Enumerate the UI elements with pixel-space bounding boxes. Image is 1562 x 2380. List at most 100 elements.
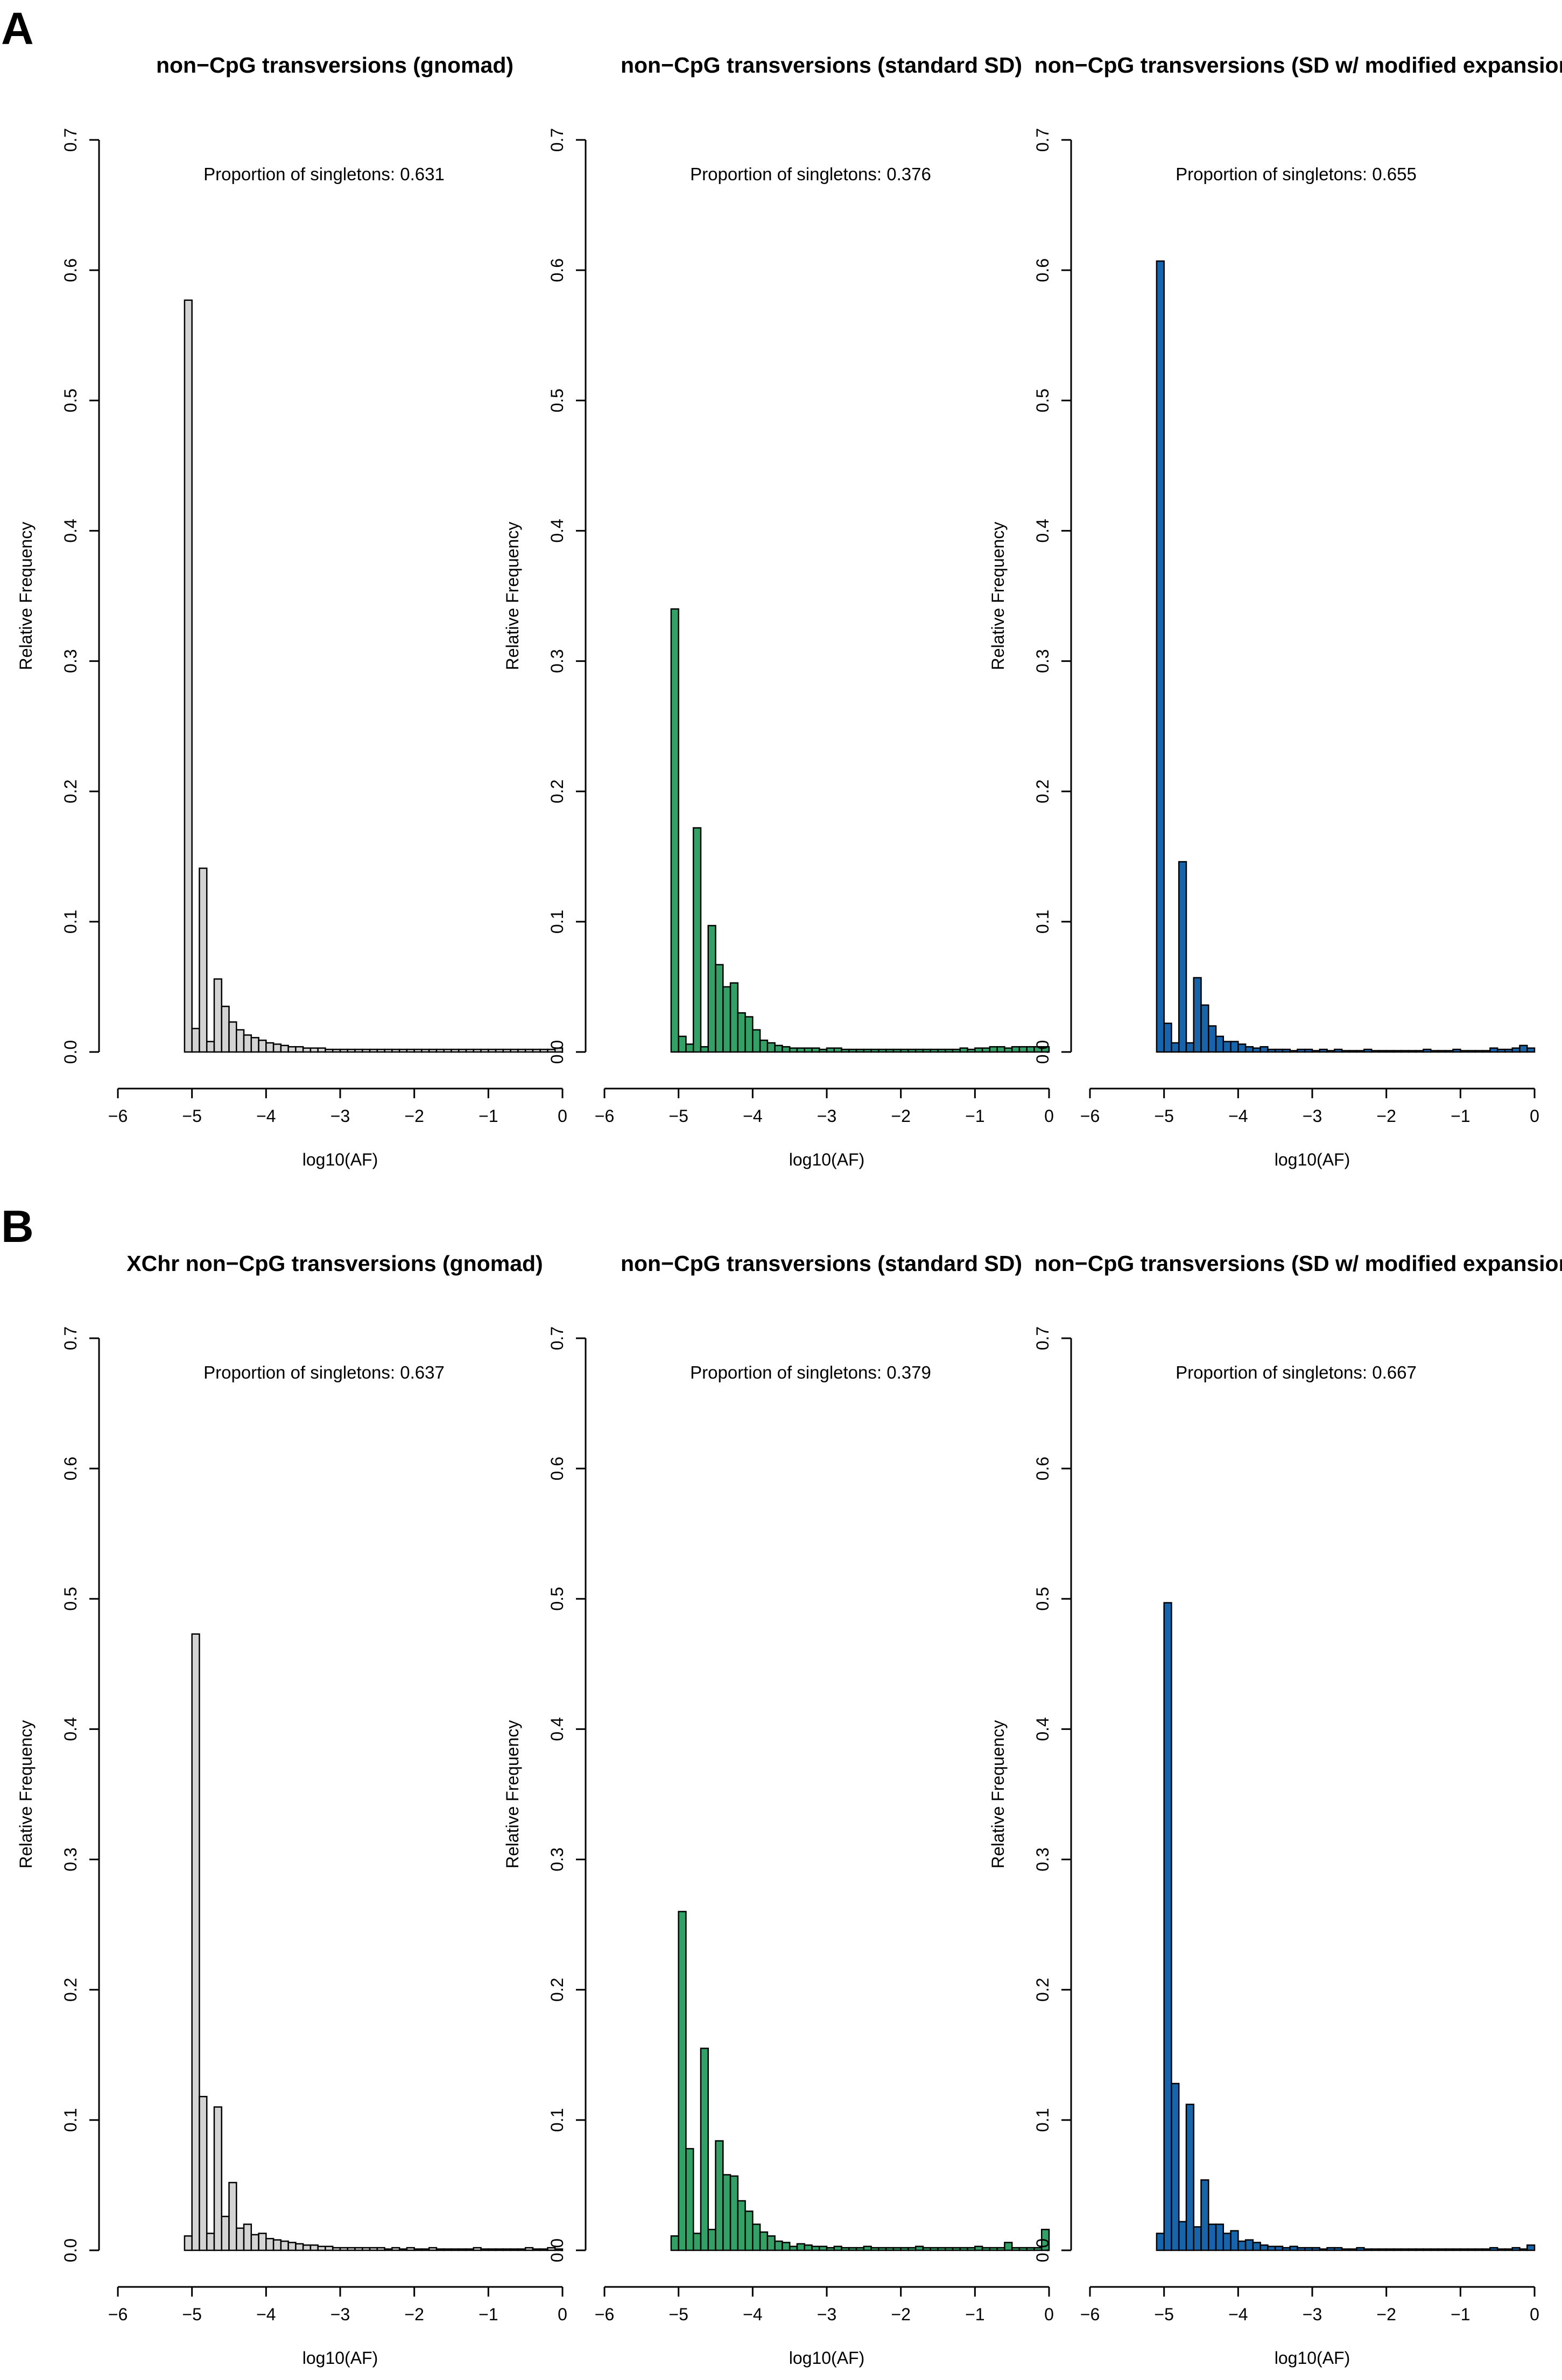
histogram-bar — [818, 1048, 828, 1053]
histogram-bar — [670, 608, 679, 1053]
histogram-bar — [796, 1047, 805, 1053]
chart-title: XChr non−CpG transversions (gnomad) — [126, 1251, 543, 1276]
histogram-bar — [295, 2243, 304, 2251]
histogram-bar — [1282, 1048, 1291, 1053]
chart-title: non−CpG transversions (gnomad) — [156, 53, 513, 77]
x-axis-label: log10(AF) — [1275, 2348, 1350, 2368]
histogram-bar — [1178, 2221, 1187, 2251]
histogram-a-1: non−CpG transversions (gnomad) Proportion… — [16, 53, 567, 1169]
y-tick-label: 0.7 — [547, 1326, 567, 1350]
histogram-bar — [1445, 1050, 1454, 1053]
histogram-bar — [729, 2175, 739, 2251]
histogram-bar — [369, 1048, 378, 1053]
histogram-bar — [428, 1048, 438, 1053]
x-tick-label: 0 — [1530, 1106, 1539, 1126]
histogram-bar — [1511, 1047, 1521, 1053]
x-tick-label: −3 — [330, 2305, 350, 2324]
histogram-bar — [347, 2247, 356, 2251]
x-tick-label: 0 — [558, 2305, 567, 2324]
histogram-bar — [406, 1048, 415, 1053]
histogram-bar — [250, 1037, 259, 1053]
histogram-bar — [1244, 2239, 1254, 2251]
histogram-bar — [488, 2248, 497, 2251]
histogram-bar — [870, 1048, 879, 1053]
x-tick-label: −5 — [669, 1106, 688, 1126]
histogram-bar — [272, 2239, 282, 2251]
histogram-bar — [974, 1047, 983, 1053]
x-tick-label: −6 — [108, 1106, 128, 1126]
histogram-bar — [391, 1048, 400, 1053]
histogram-bar — [996, 1046, 1005, 1053]
histogram-bar — [1011, 1046, 1021, 1053]
histogram-bar — [243, 1034, 252, 1053]
singleton-proportion: Proportion of singletons: 0.379 — [690, 1362, 931, 1382]
histogram-bar — [1430, 1050, 1439, 1053]
histogram-bar — [243, 2223, 252, 2251]
x-tick-label: −2 — [404, 1106, 424, 1126]
y-tick-label: 0.1 — [61, 2108, 80, 2132]
histogram-bar — [1482, 2248, 1491, 2251]
histogram-bar — [670, 2235, 679, 2251]
x-tick-label: 0 — [1530, 2305, 1539, 2324]
histogram-bar — [1400, 1050, 1410, 1053]
histogram-bar — [811, 2245, 820, 2251]
histogram-bar — [524, 2247, 534, 2251]
histogram-bar — [1171, 2082, 1180, 2251]
histogram-bar — [1467, 2248, 1476, 2251]
histogram-bar — [332, 1048, 341, 1053]
x-axis-label: log10(AF) — [789, 1150, 865, 1169]
histogram-bar — [1319, 2248, 1328, 2251]
histogram-bar — [458, 2248, 467, 2251]
histogram-bar — [700, 2047, 709, 2251]
histogram-bar — [737, 2200, 746, 2251]
histogram-bar — [989, 1046, 998, 1053]
histogram-bar — [280, 1044, 289, 1053]
y-tick-label: 0.1 — [547, 910, 567, 934]
histogram-bar — [959, 2247, 968, 2251]
histogram-bar — [692, 2233, 702, 2251]
histogram-bar — [863, 2245, 872, 2251]
histogram-bar — [539, 2248, 548, 2251]
histogram-bar — [421, 2248, 430, 2251]
histogram-bar — [1415, 1050, 1424, 1053]
histogram-bar — [532, 1048, 541, 1053]
histogram-bar — [517, 1048, 526, 1053]
y-tick-label: 0.4 — [547, 1717, 567, 1741]
histogram-bar — [1467, 1050, 1476, 1053]
histogram-bar — [480, 1048, 489, 1053]
histogram-bar — [443, 2248, 452, 2251]
y-tick-label: 0.7 — [61, 1326, 80, 1350]
histogram-bar — [1004, 2242, 1013, 2251]
histogram-bar — [1474, 2248, 1483, 2251]
histogram-bar — [184, 2235, 193, 2251]
histogram-bar — [841, 1048, 850, 1053]
histogram-bar — [1408, 1050, 1417, 1053]
histogram-bar — [1348, 2248, 1357, 2251]
histogram-bar — [914, 2245, 924, 2251]
histogram-bar — [1230, 1041, 1239, 1053]
x-tick-label: 0 — [1044, 2305, 1054, 2324]
x-tick-label: −5 — [669, 2305, 688, 2324]
y-tick-label: 0.3 — [547, 1847, 567, 1871]
histogram-bar — [981, 1047, 991, 1053]
histogram-bar — [287, 2242, 297, 2251]
y-tick-label: 0.5 — [1033, 389, 1052, 412]
y-axis-label: Relative Frequency — [988, 522, 1008, 670]
y-tick-label: 0.5 — [1033, 1587, 1052, 1611]
y-tick-label: 0.0 — [61, 1040, 80, 1064]
histogram-bar — [855, 2247, 865, 2251]
x-tick-label: −3 — [817, 2305, 836, 2324]
histogram-bar — [435, 1048, 445, 1053]
histogram-bar — [473, 1048, 482, 1053]
histogram-bar — [287, 1046, 297, 1053]
histogram-bar — [922, 2247, 931, 2251]
histogram-bar — [451, 1048, 460, 1053]
histogram-bar — [885, 2247, 895, 2251]
y-tick-label: 0.4 — [61, 519, 80, 542]
histogram-bar — [1393, 1050, 1402, 1053]
histogram-bar — [236, 1029, 245, 1053]
histogram-bar — [309, 1047, 319, 1053]
x-tick-label: −2 — [1376, 1106, 1396, 1126]
histogram-bar — [280, 2240, 289, 2251]
